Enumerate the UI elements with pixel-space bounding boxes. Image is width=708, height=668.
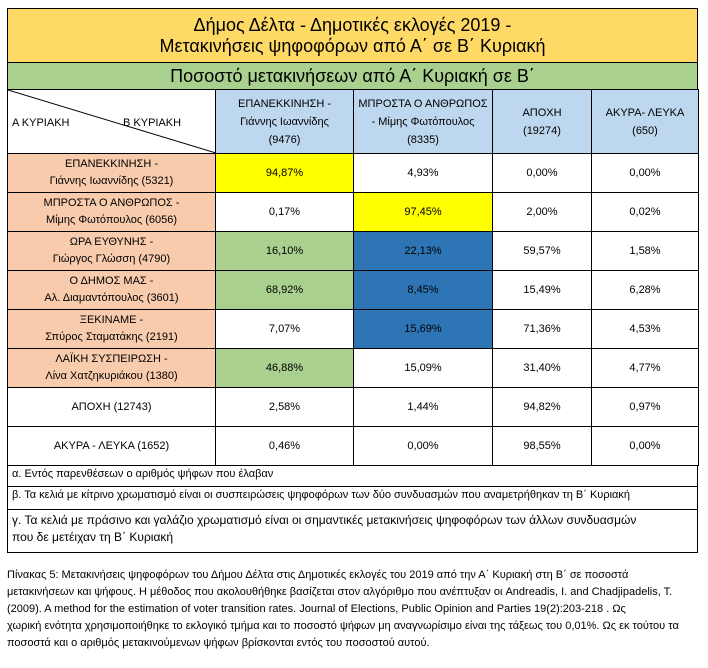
cell: 68,92% bbox=[215, 270, 354, 310]
cell: 15,69% bbox=[353, 309, 493, 349]
table-row: Ο ΔΗΜΟΣ ΜΑΣ - Αλ. Διαμαντόπουλος (3601) 6… bbox=[7, 270, 699, 310]
cell: 4,77% bbox=[591, 348, 699, 388]
cell: 4,93% bbox=[353, 153, 493, 193]
cell: 0,00% bbox=[591, 426, 699, 466]
row-label: ΛΑΪΚΗ ΣΥΣΠΕΙΡΩΣΗ - Λίνα Χατζηκυριάκου (13… bbox=[7, 348, 216, 388]
row-label: ΜΠΡΟΣΤΑ Ο ΑΝΘΡΩΠΟΣ - Μίμης Φωτόπουλος (60… bbox=[7, 192, 216, 232]
table-row: ΑΠΟΧΗ (12743) 2,58% 1,44% 94,82% 0,97% bbox=[7, 387, 699, 427]
cell: 71,36% bbox=[492, 309, 592, 349]
table-row: ΛΑΪΚΗ ΣΥΣΠΕΙΡΩΣΗ - Λίνα Χατζηκυριάκου (13… bbox=[7, 348, 699, 388]
row-label: ΑΚΥΡΑ - ΛΕΥΚΑ (1652) bbox=[7, 426, 216, 466]
cell: 4,53% bbox=[591, 309, 699, 349]
cell: 8,45% bbox=[353, 270, 493, 310]
row-label: ΑΠΟΧΗ (12743) bbox=[7, 387, 216, 427]
cell: 59,57% bbox=[492, 231, 592, 271]
cell: 0,17% bbox=[215, 192, 354, 232]
col-header-apoxi: ΑΠΟΧΗ (19274) bbox=[492, 89, 592, 154]
cell: 1,44% bbox=[353, 387, 493, 427]
table-row: ΞΕΚΙΝΑΜΕ - Σπύρος Σταματάκης (2191) 7,07%… bbox=[7, 309, 699, 349]
corner-cell: Α ΚΥΡΙΑΚΗ Β ΚΥΡΙΑΚΗ bbox=[7, 89, 216, 154]
corner-diagonal bbox=[8, 90, 216, 153]
title-banner: Δήμος Δέλτα - Δημοτικές εκλογές 2019 - Μ… bbox=[7, 8, 698, 62]
row-label: ΕΠΑΝΕΚΚΙΝΗΣΗ - Γιάννης Ιωαννίδης (5321) bbox=[7, 153, 216, 193]
title-line-2: Μετακινήσεις ψηφοφόρων από Α΄ σε Β΄ Κυρι… bbox=[159, 35, 546, 56]
cell: 0,97% bbox=[591, 387, 699, 427]
row-label: ΩΡΑ ΕΥΘΥΝΗΣ - Γιώργος Γλώσση (4790) bbox=[7, 231, 216, 271]
col-header-epanekkinisi: ΕΠΑΝΕΚΚΙΝΗΣΗ - Γιάννης Ιωαννίδης (9476) bbox=[215, 89, 354, 154]
subtitle-banner: Ποσοστό μετακινήσεων από Α΄ Κυριακή σε Β… bbox=[7, 62, 698, 89]
table-caption: Πίνακας 5: Μετακινήσεις ψηφοφόρων του Δή… bbox=[7, 569, 679, 649]
cell: 15,49% bbox=[492, 270, 592, 310]
cell: 7,07% bbox=[215, 309, 354, 349]
cell: 0,02% bbox=[591, 192, 699, 232]
corner-label-first: Α ΚΥΡΙΑΚΗ bbox=[12, 117, 70, 129]
cell: 97,45% bbox=[353, 192, 493, 232]
corner-label-second: Β ΚΥΡΙΑΚΗ bbox=[123, 117, 182, 129]
note-c: γ. Τα κελιά με πράσινο και γαλάζιο χρωμα… bbox=[7, 510, 698, 553]
table-row: ΩΡΑ ΕΥΘΥΝΗΣ - Γιώργος Γλώσση (4790) 16,10… bbox=[7, 231, 699, 271]
cell: 0,46% bbox=[215, 426, 354, 466]
title-line-1: Δήμος Δέλτα - Δημοτικές εκλογές 2019 - bbox=[193, 14, 512, 35]
cell: 22,13% bbox=[353, 231, 493, 271]
cell: 46,88% bbox=[215, 348, 354, 388]
row-label: Ο ΔΗΜΟΣ ΜΑΣ - Αλ. Διαμαντόπουλος (3601) bbox=[7, 270, 216, 310]
cell: 94,87% bbox=[215, 153, 354, 193]
col-header-mprosta: ΜΠΡΟΣΤΑ Ο ΑΝΘΡΩΠΟΣ - Μίμης Φωτόπουλος (833… bbox=[353, 89, 493, 154]
cell: 6,28% bbox=[591, 270, 699, 310]
cell: 2,58% bbox=[215, 387, 354, 427]
transition-table: Α ΚΥΡΙΑΚΗ Β ΚΥΡΙΑΚΗ ΕΠΑΝΕΚΚΙΝΗΣΗ - Γιάννη… bbox=[7, 89, 699, 466]
cell: 2,00% bbox=[492, 192, 592, 232]
cell: 31,40% bbox=[492, 348, 592, 388]
cell: 0,00% bbox=[353, 426, 493, 466]
cell: 16,10% bbox=[215, 231, 354, 271]
transition-sheet: Δήμος Δέλτα - Δημοτικές εκλογές 2019 - Μ… bbox=[7, 8, 699, 553]
cell: 98,55% bbox=[492, 426, 592, 466]
cell: 1,58% bbox=[591, 231, 699, 271]
table-row: ΑΚΥΡΑ - ΛΕΥΚΑ (1652) 0,46% 0,00% 98,55% … bbox=[7, 426, 699, 466]
cell: 94,82% bbox=[492, 387, 592, 427]
cell: 0,00% bbox=[591, 153, 699, 193]
row-label: ΞΕΚΙΝΑΜΕ - Σπύρος Σταματάκης (2191) bbox=[7, 309, 216, 349]
cell: 0,00% bbox=[492, 153, 592, 193]
table-row: ΜΠΡΟΣΤΑ Ο ΑΝΘΡΩΠΟΣ - Μίμης Φωτόπουλος (60… bbox=[7, 192, 699, 232]
col-header-akyra: ΑΚΥΡΑ- ΛΕΥΚΑ (650) bbox=[591, 89, 699, 154]
cell: 15,09% bbox=[353, 348, 493, 388]
table-row: ΕΠΑΝΕΚΚΙΝΗΣΗ - Γιάννης Ιωαννίδης (5321) 9… bbox=[7, 153, 699, 193]
note-b: β. Τα κελιά με κίτρινο χρωματισμό είναι … bbox=[7, 487, 698, 510]
note-a: α. Εντός παρενθέσεων ο αριθμός ψήφων που… bbox=[7, 466, 698, 487]
